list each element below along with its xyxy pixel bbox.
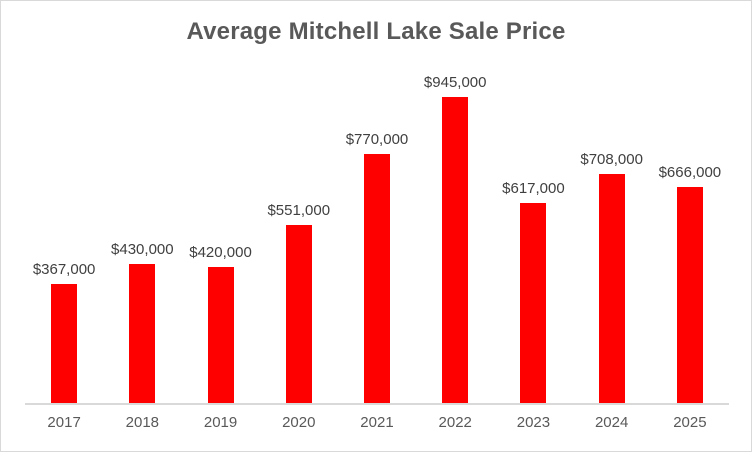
x-axis-label-2017: 2017: [47, 414, 81, 431]
bar-2017: [51, 284, 78, 403]
bar-value-label-2018: $430,000: [111, 241, 174, 258]
bar-2022: [442, 97, 469, 403]
bar-2024: [598, 174, 625, 403]
bar-group-2022: $945,000: [416, 1, 494, 403]
bar-group-2018: $430,000: [103, 1, 181, 403]
chart-title: Average Mitchell Lake Sale Price: [186, 18, 566, 45]
x-axis-label-2020: 2020: [282, 414, 316, 431]
bar-2018: [129, 264, 156, 403]
x-axis-label-2018: 2018: [125, 414, 160, 431]
bar-2019: [207, 267, 234, 403]
x-axis-label-2025: 2025: [673, 414, 707, 431]
x-axis-label-2024: 2024: [594, 414, 629, 431]
bar-2023: [520, 203, 547, 403]
bar-value-label-2019: $420,000: [189, 244, 252, 261]
bar-value-label-2021: $770,000: [345, 131, 409, 148]
x-axis-label-2023: 2023: [516, 414, 551, 431]
bar-group-2021: $770,000: [338, 1, 416, 403]
bar-group-2023: $617,000: [494, 1, 572, 403]
bar-group-2024: $708,000: [573, 1, 651, 403]
bar-value-label-2025: $666,000: [658, 164, 722, 181]
bar-group-2020: $551,000: [260, 1, 338, 403]
bar-value-label-2020: $551,000: [267, 202, 331, 219]
bar-group-2017: $367,000: [25, 1, 103, 403]
bar-2021: [363, 154, 390, 403]
x-axis-label-2021: 2021: [360, 414, 394, 431]
bar-value-label-2022: $945,000: [423, 74, 487, 91]
bar-2025: [676, 187, 703, 403]
bar-value-label-2017: $367,000: [32, 261, 96, 278]
x-axis-label-2022: 2022: [438, 414, 472, 431]
bar-value-label-2024: $708,000: [580, 151, 643, 168]
bar-group-2019: $420,000: [181, 1, 259, 403]
x-axis-labels: 2017 2018 2019 2020 2021 2022 2023 2024 2025: [25, 414, 729, 436]
plot-area: $367,000 $430,000 $420,000 $551,000 $770,000…: [25, 1, 729, 403]
x-axis-label-2019: 2019: [203, 414, 238, 431]
x-axis-line: [25, 403, 729, 405]
bar-2020: [285, 225, 312, 403]
bar-value-label-2023: $617,000: [502, 180, 565, 197]
bar-group-2025: $666,000: [651, 1, 729, 403]
